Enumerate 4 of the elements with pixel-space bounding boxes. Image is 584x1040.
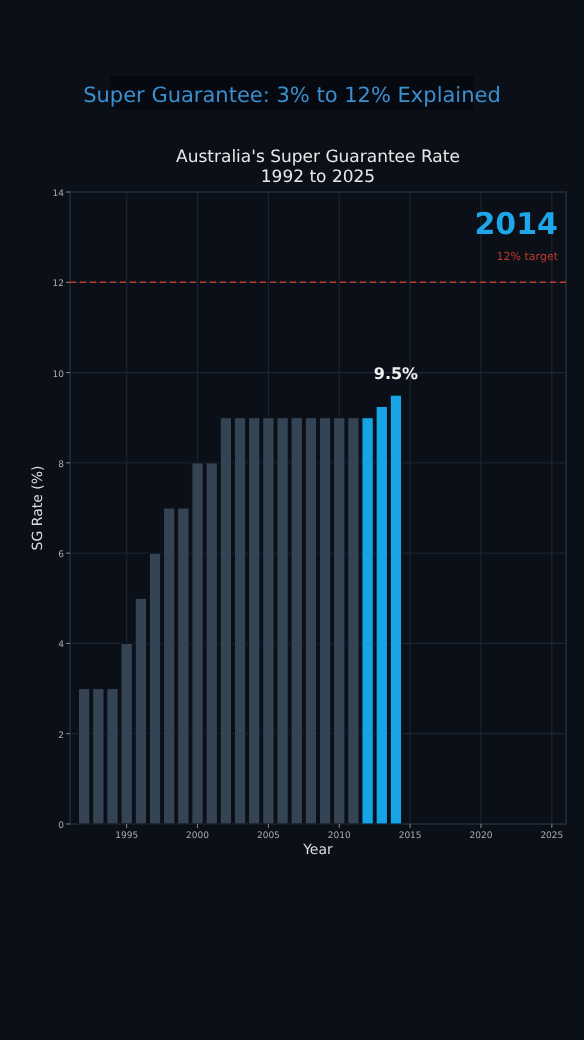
chart-title: Australia's Super Guarantee Rate 1992 to 2025: [176, 148, 460, 188]
annotation: 9.5%: [373, 365, 419, 384]
text: Super Guarantee: 3% to 12% Explained: [83, 84, 501, 108]
annotation: 2014: [474, 206, 558, 242]
